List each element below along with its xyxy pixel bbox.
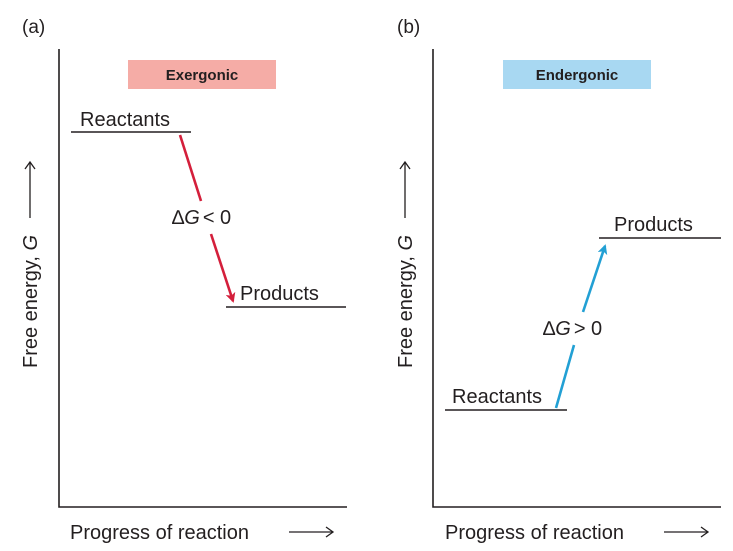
panel-a-badge (128, 60, 276, 89)
panel-b-y-axis-arrow-head (399, 160, 411, 170)
panel-a-products-label: Products (240, 283, 319, 305)
panel-a-delta-symbol: ∆ (172, 207, 185, 229)
panel-b-y-axis-text: Free energy, G (395, 235, 417, 368)
panel-b-label: (b) (397, 17, 420, 38)
panel-b-arrow-upper (581, 244, 608, 313)
panel-b-delta-relation: > 0 (574, 318, 602, 340)
panel-b-axes (432, 49, 721, 508)
panel-b-delta-label: ∆G > 0 (543, 318, 602, 340)
panel-b-arrow-lower (554, 344, 576, 409)
panel-b-x-axis-arrow-head (700, 526, 710, 538)
panel-a-arrow-upper (178, 134, 203, 202)
panel-a-y-axis-arrow-head (24, 160, 36, 170)
panel-a-y-axis-label: Free energy, G (20, 160, 42, 368)
panel-b-products-label: Products (614, 214, 693, 236)
panel-a-y-axis-variable: G (20, 235, 42, 251)
panel-b-y-axis-words: Free energy, (395, 251, 417, 368)
panel-a-delta-variable: G (184, 207, 200, 229)
panel-a-label: (a) (22, 17, 45, 38)
panel-a-reactants-label: Reactants (80, 109, 170, 131)
panel-a-y-axis-words: Free energy, (20, 251, 42, 368)
panel-a-delta-label: ∆G < 0 (172, 207, 231, 229)
panel-b-x-axis-label: Progress of reaction (445, 522, 624, 544)
panel-b-badge (503, 60, 651, 89)
panel-b-delta-variable: G (555, 318, 571, 340)
panel-a-delta-relation: < 0 (203, 207, 231, 229)
panel-a-x-axis-arrow-head (325, 526, 335, 538)
panel-a-y-axis-text: Free energy, G (20, 235, 42, 368)
panel-a-arrow-lower (209, 233, 236, 303)
panel-b-reactants-label: Reactants (452, 386, 542, 408)
panel-b-badge-text: Endergonic (536, 67, 619, 84)
panel-b-y-axis-variable: G (395, 235, 417, 251)
panel-a-badge-text: Exergonic (166, 67, 239, 84)
panel-a: (a) Exergonic Reactants Products ∆G < 0 F… (20, 17, 347, 544)
panel-b-delta-symbol: ∆ (543, 318, 556, 340)
panel-b-y-axis-label: Free energy, G (395, 160, 417, 368)
panel-a-axes (58, 49, 347, 508)
panel-b: (b) Endergonic Reactants Products ∆G > 0 … (395, 17, 721, 544)
panel-a-x-axis-label: Progress of reaction (70, 522, 249, 544)
